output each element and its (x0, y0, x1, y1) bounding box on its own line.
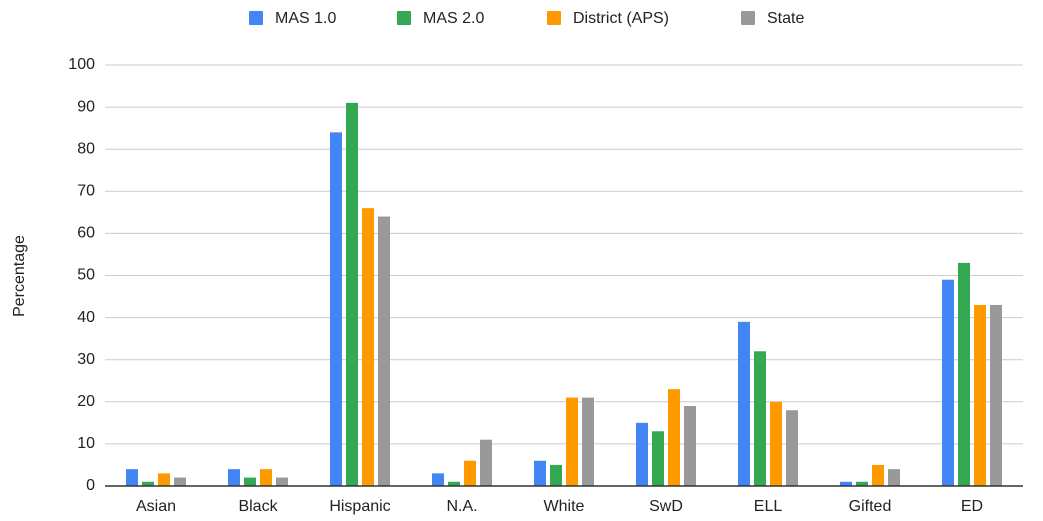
y-tick-label: 0 (86, 477, 95, 494)
bar (448, 481, 460, 486)
x-tick-label: N.A. (446, 498, 477, 515)
bar (158, 473, 170, 486)
legend-label: State (767, 10, 804, 27)
bar (378, 216, 390, 486)
y-tick-label: 20 (77, 393, 95, 410)
bar (786, 410, 798, 486)
y-tick-label: 40 (77, 309, 95, 326)
bar (534, 460, 546, 486)
y-tick-label: 70 (77, 183, 95, 200)
y-tick-label: 100 (68, 56, 95, 73)
y-axis-label: Percentage (11, 235, 28, 317)
bar (652, 431, 664, 486)
bar (566, 397, 578, 486)
bar (260, 469, 272, 486)
x-tick-label: SwD (649, 498, 683, 515)
y-tick-label: 80 (77, 140, 95, 157)
bar (142, 481, 154, 486)
bar (856, 481, 868, 486)
bar (636, 422, 648, 486)
bar (550, 464, 562, 486)
bar (770, 401, 782, 486)
x-tick-label: Hispanic (329, 498, 390, 515)
y-tick-label: 90 (77, 98, 95, 115)
bar (346, 102, 358, 486)
x-tick-label: Asian (136, 498, 176, 515)
bar (872, 464, 884, 486)
legend-label: MAS 1.0 (275, 10, 336, 27)
y-tick-label: 10 (77, 435, 95, 452)
bar (738, 321, 750, 486)
bar (840, 481, 852, 486)
bar (684, 406, 696, 486)
bar (432, 473, 444, 486)
bar (888, 469, 900, 486)
bar (942, 279, 954, 486)
bar (174, 477, 186, 486)
bar (244, 477, 256, 486)
bar (974, 304, 986, 486)
bar (464, 460, 476, 486)
legend-swatch (547, 11, 561, 25)
y-tick-label: 50 (77, 267, 95, 284)
legend-label: District (APS) (573, 10, 669, 27)
bar (480, 439, 492, 486)
bar (330, 132, 342, 487)
legend-swatch (741, 11, 755, 25)
y-tick-label: 30 (77, 351, 95, 368)
bar (582, 397, 594, 486)
legend-swatch (249, 11, 263, 25)
bar (754, 351, 766, 486)
x-tick-label: Black (238, 498, 278, 515)
bar (668, 389, 680, 486)
x-tick-label: ED (961, 498, 983, 515)
bar (276, 477, 288, 486)
legend-swatch (397, 11, 411, 25)
bar (990, 304, 1002, 486)
bar (362, 208, 374, 486)
y-tick-label: 60 (77, 225, 95, 242)
x-tick-label: White (544, 498, 585, 515)
x-tick-label: Gifted (849, 498, 892, 515)
bar (126, 469, 138, 486)
legend-label: MAS 2.0 (423, 10, 484, 27)
bar (228, 469, 240, 486)
x-tick-label: ELL (754, 498, 783, 515)
bar (958, 262, 970, 486)
